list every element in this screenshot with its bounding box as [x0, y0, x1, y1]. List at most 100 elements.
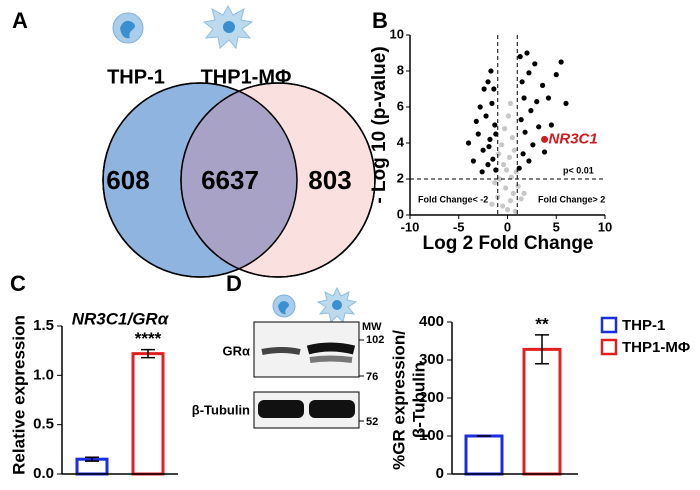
point [487, 136, 493, 142]
y-tick-label: 400 [419, 313, 444, 330]
point [507, 198, 514, 204]
y-axis-label: Relative expression [9, 315, 28, 475]
point [516, 165, 522, 171]
x-tick-label: -10 [401, 219, 420, 234]
monocyte-icon [112, 12, 144, 44]
point [497, 176, 503, 182]
y-tick-label: 4 [397, 134, 405, 149]
band-label: GRα [223, 343, 251, 358]
y-axis-label: β-Tubulin [409, 362, 428, 438]
point [503, 167, 510, 173]
point [479, 169, 485, 175]
x-tick-label: 10 [598, 219, 612, 234]
mw-marker: 52 [366, 416, 378, 428]
point [485, 162, 491, 168]
point [496, 151, 502, 157]
point [501, 162, 507, 168]
point [489, 201, 495, 207]
y-tick-label: 6 [397, 98, 404, 113]
legend-swatch [600, 338, 618, 356]
significance: ** [535, 314, 549, 333]
y-tick-label: 1.0 [33, 366, 54, 383]
point [534, 99, 540, 105]
point [512, 208, 518, 214]
point [475, 131, 481, 137]
venn-overlap [181, 83, 297, 277]
point [521, 190, 527, 196]
point [526, 158, 532, 164]
point [486, 144, 492, 150]
bar [522, 347, 562, 476]
western-blot [253, 321, 364, 429]
x-tick-label: 5 [553, 219, 560, 234]
error-bar [535, 334, 549, 365]
point [541, 149, 548, 155]
x-axis-label: Log 2 Fold Change [423, 233, 594, 254]
venn-count: 6637 [201, 165, 259, 195]
point [500, 203, 506, 209]
point [465, 140, 472, 146]
point [563, 100, 569, 106]
point [481, 86, 487, 92]
y-axis-label: %GR expression/ [389, 330, 408, 470]
annotation: Fold Change< -2 [418, 194, 488, 204]
bar [464, 434, 504, 476]
point [488, 68, 494, 74]
x-tick-label: -5 [453, 219, 465, 234]
legend-label: THP-1 [622, 317, 665, 334]
y-tick-label: 0 [397, 206, 404, 221]
point-label: NR3C1 [549, 130, 598, 147]
point [507, 100, 514, 106]
panel-label: C [10, 271, 26, 296]
point [489, 100, 495, 106]
point [492, 122, 498, 128]
venn-count: 803 [308, 165, 351, 195]
point [522, 129, 528, 135]
y-axis-label: - Log 10 (p-value) [369, 46, 390, 203]
point [485, 79, 491, 85]
point [518, 117, 524, 123]
venn-outline [102, 82, 298, 278]
point [530, 142, 536, 148]
y-tick-label: 300 [419, 351, 444, 368]
point [532, 61, 538, 67]
point [558, 59, 564, 65]
bar [131, 352, 165, 476]
y-tick-label: 200 [419, 389, 444, 406]
point [473, 118, 479, 124]
point [511, 147, 517, 153]
point [536, 124, 542, 130]
point [490, 156, 496, 162]
point [519, 79, 525, 85]
point [540, 82, 546, 88]
venn-outline [180, 82, 376, 278]
point [505, 113, 512, 119]
point [501, 126, 508, 132]
y-tick-label: 100 [419, 427, 444, 444]
point [541, 135, 549, 143]
point [520, 151, 526, 157]
y-tick-label: 2 [397, 170, 404, 185]
mw-marker: 76 [366, 371, 378, 383]
error-bar [85, 456, 99, 462]
y-tick-label: 10 [390, 26, 404, 41]
venn-count: 608 [106, 165, 149, 195]
legend-label: THP1-MΦ [622, 339, 690, 356]
point [509, 135, 515, 141]
point [518, 196, 524, 202]
point [483, 113, 489, 119]
y-tick-label: 8 [397, 62, 404, 77]
macrophage-icon [316, 286, 358, 323]
set-label: THP1-MΦ [201, 66, 292, 88]
mw-label: MW [362, 321, 382, 333]
point [470, 158, 476, 164]
point [492, 180, 498, 186]
macrophage-icon [202, 4, 254, 50]
point [508, 174, 514, 180]
significance: **** [135, 329, 162, 348]
y-tick-label: 0 [436, 465, 444, 482]
annotation: Fold Change> 2 [538, 194, 605, 204]
mw-marker: 102 [366, 334, 384, 346]
point [477, 104, 483, 110]
panel-label: B [372, 8, 388, 33]
